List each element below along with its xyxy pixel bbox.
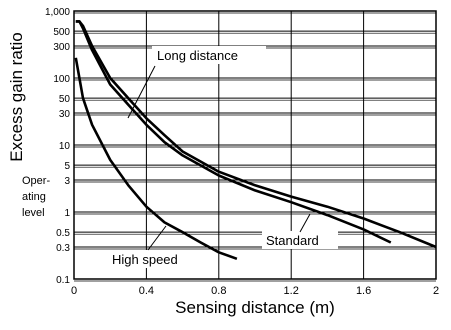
x-tick-label: 0 bbox=[71, 285, 77, 297]
x-tick-label: 1.2 bbox=[284, 285, 299, 297]
y-tick-label: 3 bbox=[64, 176, 70, 187]
y-axis-title: Excess gain ratio bbox=[7, 32, 26, 161]
y-tick-label: 0.3 bbox=[56, 243, 70, 254]
operating-level-label: ating bbox=[22, 191, 46, 203]
series-line bbox=[74, 57, 238, 261]
y-tick-label: 1,000 bbox=[45, 7, 70, 18]
series-leader-line bbox=[147, 225, 167, 251]
y-tick-label: 0.5 bbox=[56, 228, 70, 239]
series-leader-line bbox=[127, 65, 156, 119]
series-label: Long distance bbox=[157, 48, 238, 63]
y-tick-label: 1 bbox=[64, 208, 70, 219]
x-tick-label: 1.6 bbox=[356, 285, 371, 297]
y-tick-label: 10 bbox=[59, 141, 71, 152]
series-label: Standard bbox=[266, 233, 319, 248]
y-tick-label: 30 bbox=[59, 109, 71, 120]
plot-frame bbox=[73, 10, 437, 280]
y-tick-label: 500 bbox=[53, 27, 70, 38]
series-label-background bbox=[110, 250, 174, 268]
x-axis-title: Sensing distance (m) bbox=[175, 298, 335, 317]
operating-level-label: level bbox=[22, 207, 45, 219]
series-line bbox=[75, 20, 392, 244]
series-label: High speed bbox=[112, 252, 178, 267]
series-leader-line bbox=[299, 213, 311, 233]
y-tick-label: 300 bbox=[53, 42, 70, 53]
y-tick-label: 100 bbox=[53, 74, 70, 85]
y-tick-label: 50 bbox=[59, 94, 71, 105]
series-label-background bbox=[262, 231, 338, 249]
series-label-background bbox=[152, 46, 266, 64]
operating-level-label: Oper- bbox=[22, 175, 50, 187]
x-tick-label: 2 bbox=[433, 285, 439, 297]
x-tick-label: 0.4 bbox=[139, 285, 154, 297]
y-tick-label: 5 bbox=[64, 161, 70, 172]
x-tick-label: 0.8 bbox=[211, 285, 226, 297]
y-tick-label: 0.1 bbox=[56, 275, 70, 286]
